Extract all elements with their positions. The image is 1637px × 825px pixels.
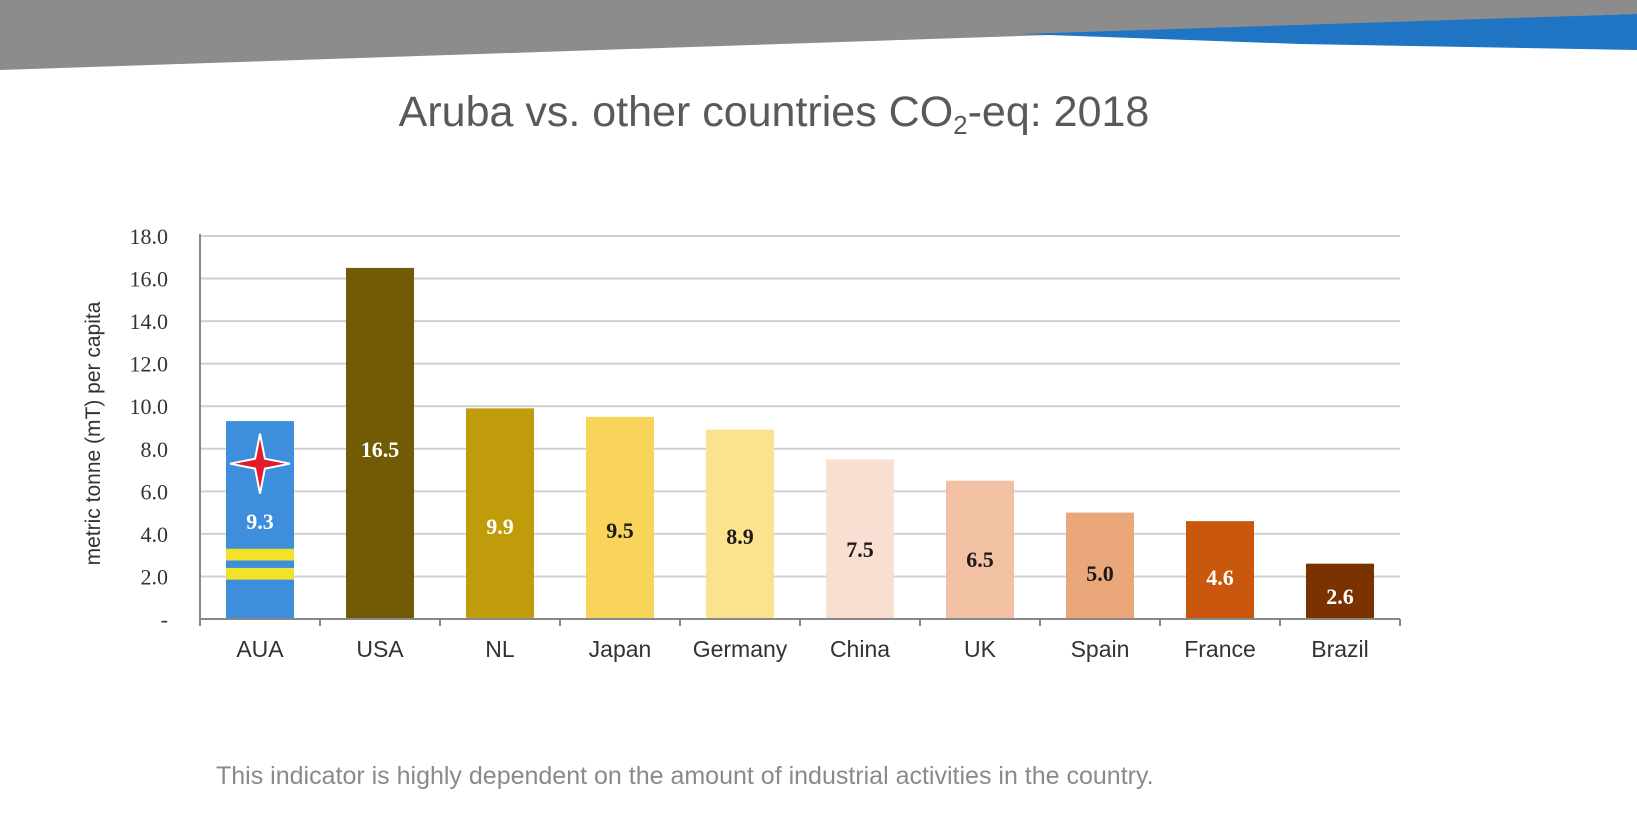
x-tick-label: France [1184, 636, 1256, 662]
y-tick-label: 8.0 [141, 437, 169, 462]
x-tick-label: Brazil [1311, 636, 1369, 662]
x-tick-label: UK [964, 636, 997, 662]
x-tick-label: China [830, 636, 890, 662]
flag-star-icon [229, 433, 291, 494]
bar-usa [346, 267, 414, 619]
banner-blue-band [1020, 14, 1637, 50]
x-tick-label: Spain [1071, 636, 1130, 662]
flag-stripe [226, 548, 294, 561]
y-tick-label: 18.0 [130, 224, 169, 249]
bar-spain [1066, 512, 1134, 619]
y-tick-label: 10.0 [130, 394, 169, 419]
x-tick-label: Japan [589, 636, 652, 662]
y-tick-label: - [161, 607, 168, 632]
data-label: 9.3 [246, 509, 274, 534]
flag-stripe [226, 567, 294, 580]
x-tick-label: NL [485, 636, 515, 662]
bar-france [1186, 521, 1254, 619]
bars: 9.3 16.5 9.9 9.5 8.9 7.5 6.5 5.0 4.6 2.6 [226, 267, 1374, 619]
data-label: 5.0 [1086, 561, 1114, 586]
y-tick-label: 4.0 [141, 522, 169, 547]
banner-gray-band [0, 0, 1637, 70]
data-label: 6.5 [966, 547, 994, 572]
bar-nl [466, 408, 534, 619]
data-label: 9.9 [486, 514, 514, 539]
x-tick-label: AUA [236, 636, 284, 662]
x-tick-label: Germany [693, 636, 788, 662]
axes: - 2.0 4.0 6.0 8.0 10.0 12.0 14.0 16.0 18.0 metric … [82, 224, 1401, 662]
data-label: 8.9 [726, 524, 754, 549]
bar-brazil [1306, 563, 1374, 619]
y-tick-label: 16.0 [130, 267, 169, 292]
bar-japan [586, 416, 654, 619]
data-label: 4.6 [1206, 565, 1234, 590]
y-tick-label: 6.0 [141, 479, 169, 504]
data-label: 7.5 [846, 537, 874, 562]
x-tick-label: USA [356, 636, 404, 662]
slide-title: Aruba vs. other countries CO2-eq: 2018 [398, 88, 1150, 140]
y-tick-label: 14.0 [130, 309, 169, 334]
data-label: 2.6 [1326, 584, 1354, 609]
data-label: 16.5 [361, 437, 400, 462]
footnote: This indicator is highly dependent on th… [216, 762, 1154, 790]
bar-uk [946, 480, 1014, 619]
data-label: 9.5 [606, 518, 634, 543]
y-tick-label: 2.0 [141, 564, 169, 589]
header-banner [0, 0, 1637, 80]
bar-germany [706, 429, 774, 619]
y-tick-label: 12.0 [130, 352, 169, 377]
y-axis-label: metric tonne (mT) per capita [82, 301, 105, 565]
bar-china [826, 459, 894, 619]
